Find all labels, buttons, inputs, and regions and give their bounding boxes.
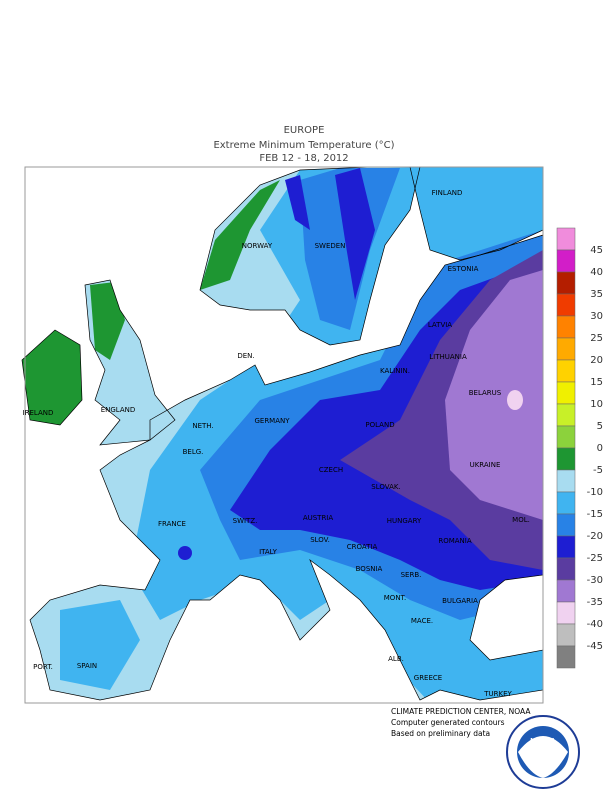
legend-tick-label: 35 (590, 289, 603, 300)
legend-tick-label: 30 (590, 311, 603, 322)
legend-swatch (556, 557, 576, 581)
legend-tick-label: 25 (590, 333, 603, 344)
country-label: LATVIA (428, 321, 452, 329)
legend-swatch (556, 623, 576, 647)
country-label: SWITZ. (233, 517, 258, 525)
country-label: NORWAY (242, 242, 273, 250)
legend-tick-label: -15 (587, 509, 603, 520)
legend-tick-label: 45 (590, 245, 603, 256)
legend-swatch (556, 271, 576, 295)
footer-line: Computer generated contours (391, 718, 505, 727)
country-label: MONT. (384, 594, 406, 602)
legend-tick-label: -35 (587, 597, 603, 608)
legend-swatch (556, 601, 576, 625)
legend-swatch (556, 513, 576, 537)
country-label: SWEDEN (315, 242, 346, 250)
map-fill (22, 167, 543, 700)
country-label: KALININ. (380, 367, 410, 375)
country-label: MACE. (411, 617, 433, 625)
legend-swatch (556, 425, 576, 449)
country-label: ENGLAND (101, 406, 136, 414)
legend-tick-label: -10 (587, 487, 603, 498)
country-label: FRANCE (158, 520, 186, 528)
country-label: IRELAND (23, 409, 54, 417)
logo-text: NOAA (530, 738, 557, 748)
footer-line: Based on preliminary data (391, 729, 490, 738)
legend-swatch (556, 315, 576, 339)
country-label: FINLAND (432, 189, 463, 197)
title: Extreme Minimum Temperature (°C) (213, 140, 394, 151)
country-label: SPAIN (77, 662, 97, 670)
legend-tick-label: 15 (590, 377, 603, 388)
legend-tick-label: -40 (587, 619, 603, 630)
legend-tick-label: 20 (590, 355, 603, 366)
country-label: MOL. (512, 516, 530, 524)
country-label: DEN. (237, 352, 254, 360)
country-label: HUNGARY (387, 517, 422, 525)
legend-swatch (556, 535, 576, 559)
country-label: POLAND (365, 421, 394, 429)
country-label: LITHUANIA (429, 353, 467, 361)
legend-swatch (556, 403, 576, 427)
legend-swatch (556, 491, 576, 515)
legend-swatch (556, 249, 576, 273)
legend-tick-label: -5 (593, 465, 603, 476)
country-label: CROATIA (347, 543, 378, 551)
country-label: BELG. (183, 448, 204, 456)
legend-tick-label: 10 (590, 399, 603, 410)
country-label: NETH. (192, 422, 213, 430)
country-label: BOSNIA (356, 565, 383, 573)
country-label: UKRAINE (470, 461, 501, 469)
country-label: TURKEY (483, 690, 512, 698)
country-label: ITALY (259, 548, 278, 556)
country-label: CZECH (319, 466, 343, 474)
legend-swatch (556, 447, 576, 471)
legend-tick-label: -25 (587, 553, 603, 564)
country-label: ROMANIA (438, 537, 472, 545)
legend-swatch (556, 579, 576, 603)
legend-tick-label: -20 (587, 531, 603, 542)
legend-swatch (556, 227, 576, 251)
country-label: ESTONIA (448, 265, 479, 273)
legend-swatch (556, 337, 576, 361)
noaa-logo: NOAA (506, 715, 580, 789)
country-label: AUSTRIA (303, 514, 334, 522)
country-label: PORT. (33, 663, 53, 671)
legend-swatch (556, 359, 576, 383)
country-label: BELARUS (469, 389, 502, 397)
legend-tick-label: 0 (597, 443, 603, 454)
country-label: SLOV. (310, 536, 330, 544)
legend-tick-label: -30 (587, 575, 603, 586)
legend-tick-label: 40 (590, 267, 603, 278)
legend-swatch (556, 645, 576, 669)
legend-swatch (556, 469, 576, 493)
legend-swatch (556, 381, 576, 405)
region: EUROPE (284, 125, 325, 136)
country-label: SERB. (401, 571, 422, 579)
country-label: GERMANY (254, 417, 290, 425)
country-label: BULGARIA (442, 597, 478, 605)
country-label: SLOVAK. (371, 483, 400, 491)
footer-line: CLIMATE PREDICTION CENTER, NOAA (391, 707, 531, 716)
country-label: ALB. (388, 655, 404, 663)
country-label: GREECE (414, 674, 442, 682)
map-frame (24, 166, 544, 704)
dates: FEB 12 - 18, 2012 (259, 153, 348, 164)
legend-tick-label: -45 (587, 641, 603, 652)
legend-tick-label: 5 (597, 421, 603, 432)
legend-swatch (556, 293, 576, 317)
